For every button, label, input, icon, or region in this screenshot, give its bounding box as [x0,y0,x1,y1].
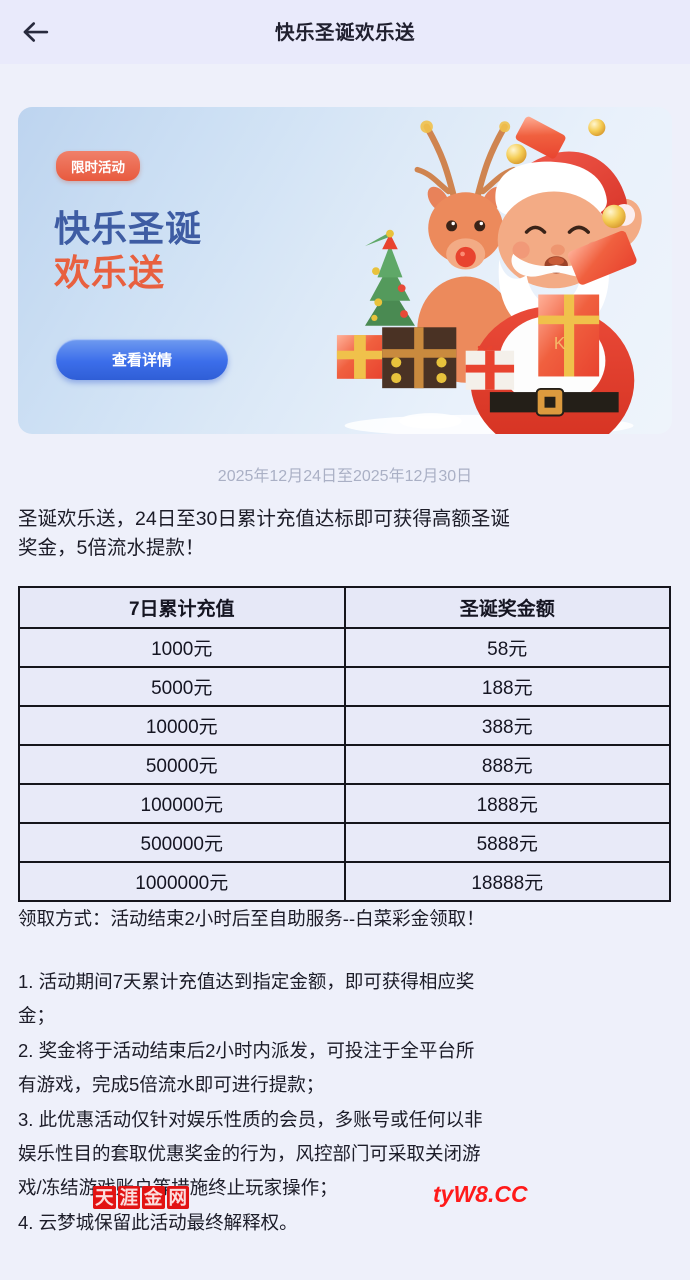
svg-text:K: K [554,333,566,353]
